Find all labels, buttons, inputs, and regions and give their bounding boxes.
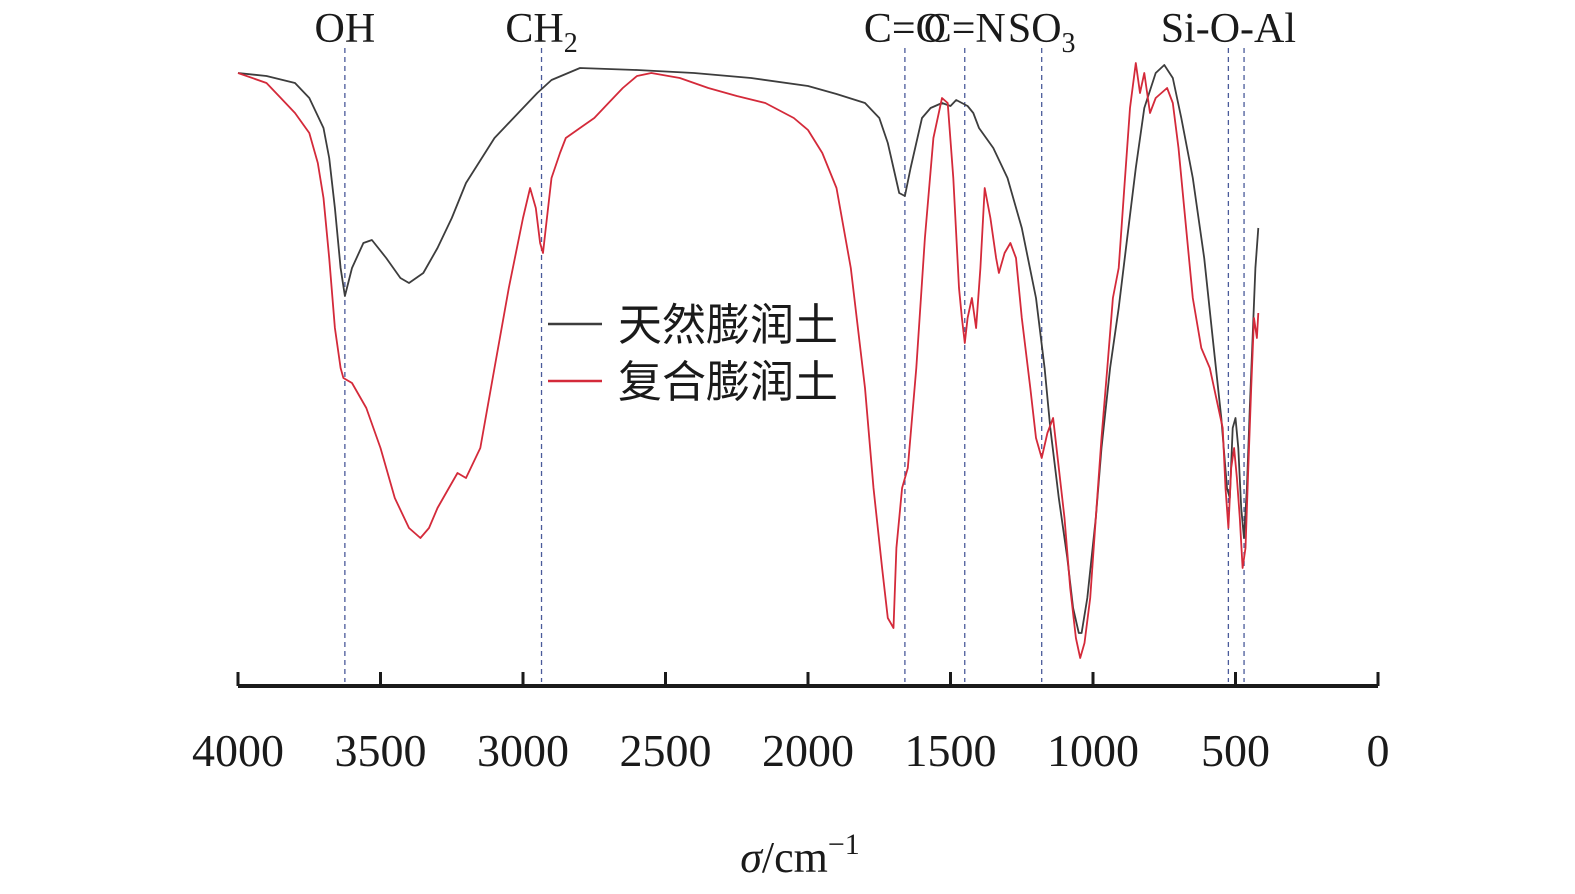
x-axis-unit: /cm (762, 833, 828, 882)
x-tick-label-500: 500 (1201, 725, 1270, 776)
x-axis-tick-labels: 4000 3500 3000 2500 2000 1500 1000 500 0 (192, 725, 1390, 776)
x-tick-label-3500: 3500 (335, 725, 427, 776)
series-line-2 (237, 62, 1260, 659)
x-axis-label: σ/cm−1 (740, 828, 860, 882)
x-tick-label-3000: 3000 (477, 725, 569, 776)
x-axis-ticks (236, 672, 1380, 686)
x-tick-label-2000: 2000 (762, 725, 854, 776)
legend: 天然膨润土 复合膨润土 (548, 300, 838, 408)
x-tick-label-4000: 4000 (192, 725, 284, 776)
annotation-label-3: C=N (924, 6, 1006, 52)
legend-text-series-1: 天然膨润土 (618, 300, 838, 351)
series-line-1 (237, 64, 1260, 634)
x-axis-exponent: −1 (828, 828, 860, 861)
x-tick-label-1000: 1000 (1047, 725, 1139, 776)
legend-text-series-2: 复合膨润土 (618, 357, 838, 408)
annotation-label-5: Si-O-Al (1161, 6, 1296, 52)
annotation-label-0: OH (315, 6, 376, 52)
series-layer (237, 62, 1260, 659)
x-tick-label-0: 0 (1367, 725, 1390, 776)
annotation-labels: OH CH2 C=OC=N SO3 Si-O-Al (315, 6, 1297, 59)
annotation-label-4: SO3 (1008, 6, 1076, 59)
annotation-label-1: CH2 (505, 6, 577, 59)
annotation-label-2: C=O (864, 6, 946, 52)
annotation-lines (344, 48, 1245, 682)
x-tick-label-2500: 2500 (620, 725, 712, 776)
x-tick-label-1500: 1500 (905, 725, 997, 776)
x-axis-symbol: σ (740, 833, 764, 882)
